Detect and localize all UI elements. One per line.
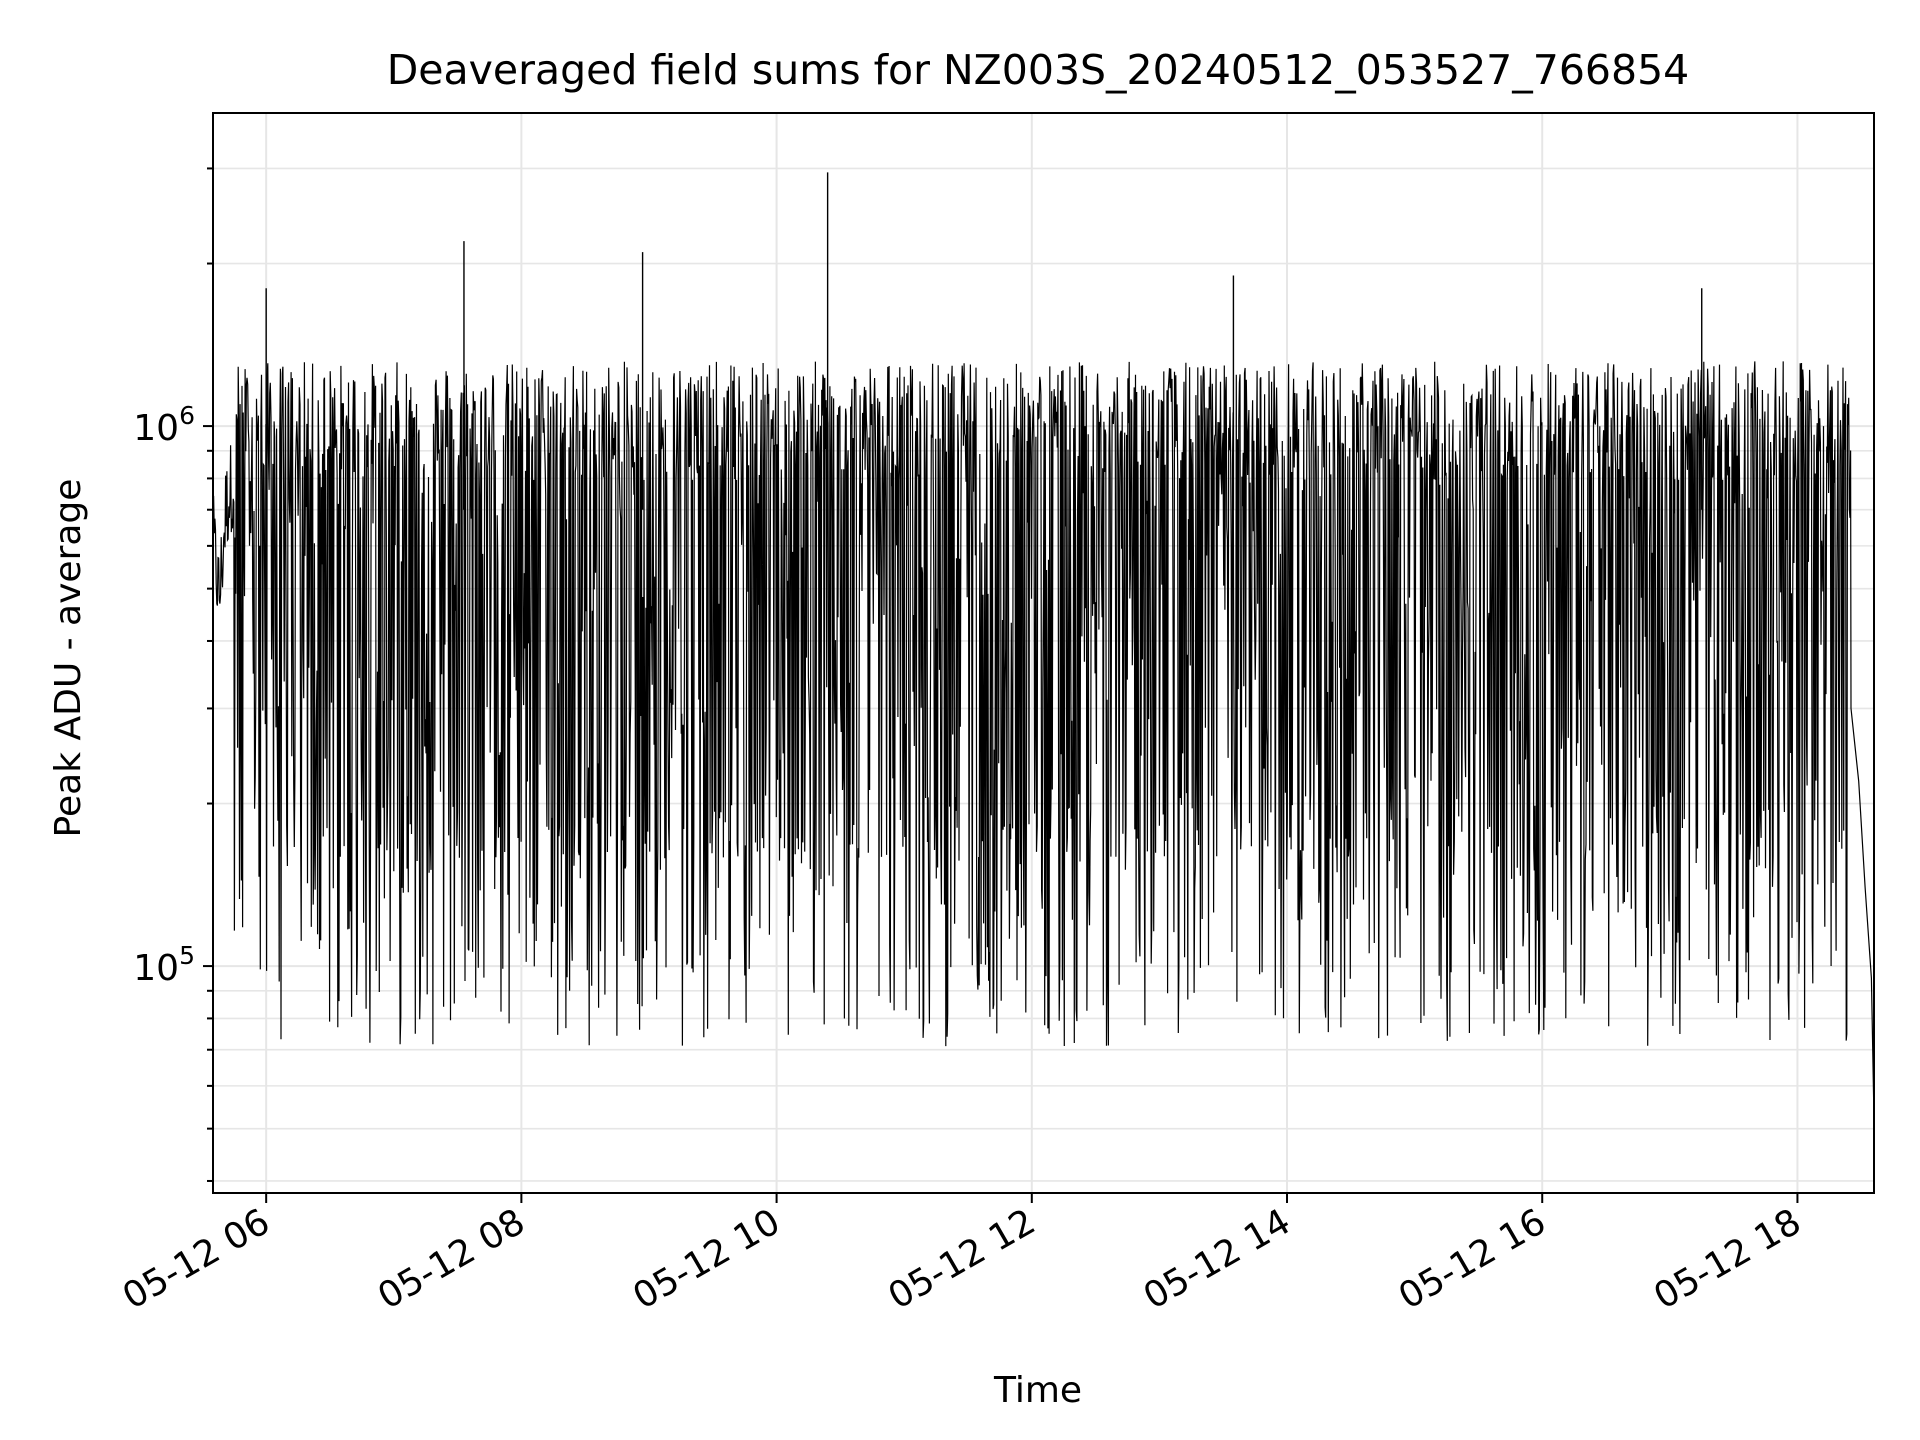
x-axis-label: Time (993, 1370, 1082, 1411)
y-axis-label: Peak ADU - average (48, 479, 89, 838)
data-series (212, 172, 1875, 1120)
plot-frame (212, 112, 1875, 1194)
series-line (212, 361, 1875, 1120)
chart-title: Deaveraged field sums for NZ003S_2024051… (387, 46, 1690, 94)
